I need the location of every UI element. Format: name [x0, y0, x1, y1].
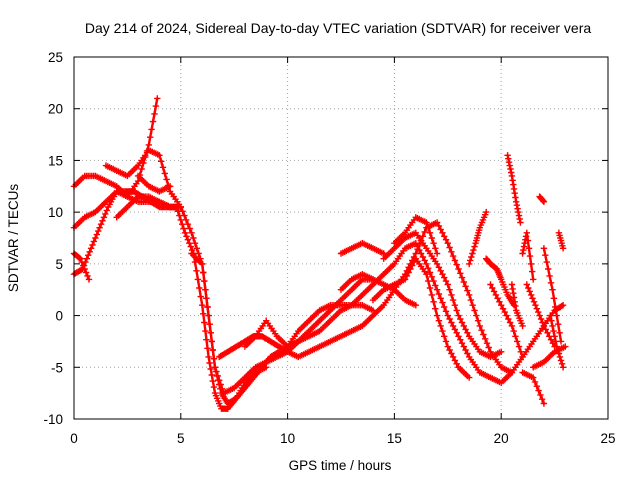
x-tick-label: 15 [387, 431, 402, 446]
series-markers [555, 229, 567, 252]
series-arc-6 [113, 193, 184, 221]
series-markers [102, 146, 184, 211]
series-arc-29 [555, 229, 567, 252]
series-arc-27 [540, 245, 565, 345]
y-tick-label: 5 [55, 257, 63, 272]
y-tick-label: 0 [55, 309, 63, 324]
series-markers [540, 245, 565, 345]
series-markers [519, 369, 548, 407]
series-arc-16 [391, 214, 441, 257]
series-markers [523, 281, 558, 350]
series-arc-19 [487, 281, 526, 361]
series-markers [508, 281, 526, 330]
x-tick-label: 25 [600, 431, 615, 446]
series-markers [466, 208, 490, 268]
series-markers [369, 255, 473, 381]
series-markers [483, 255, 518, 309]
series-markers [188, 250, 270, 397]
tick-labels: 0 5 10 15 20 25 25 20 15 10 5 0 -5 -10 [43, 50, 615, 446]
series-markers [391, 214, 441, 257]
series-markers [519, 229, 537, 283]
series-arc-20 [504, 152, 524, 226]
series-markers [487, 281, 526, 361]
x-tick-label: 5 [177, 431, 185, 446]
series-markers [263, 276, 377, 366]
series-arc-24 [523, 281, 558, 350]
y-tick-label: 10 [48, 205, 63, 220]
y-tick-label: -10 [43, 412, 63, 427]
series-arc-28 [547, 312, 567, 371]
series-arc-11 [263, 276, 377, 366]
series-arc-17 [466, 208, 490, 268]
series-markers [241, 302, 377, 350]
series-markers [380, 229, 505, 361]
series-arc-18 [483, 255, 518, 309]
y-tick-label: 15 [48, 153, 63, 168]
x-tick-label: 10 [280, 431, 295, 446]
y-tick-label: 25 [48, 50, 63, 65]
series-arc-14 [369, 255, 473, 381]
chart-title: Day 214 of 2024, Sidereal Day-to-day VTE… [85, 20, 591, 36]
x-axis-label: GPS time / hours [289, 458, 392, 473]
series-arc-21 [508, 281, 526, 330]
series-arc-25 [530, 343, 569, 371]
axis-ticks [73, 56, 609, 420]
series-arc-23 [519, 369, 548, 407]
series-arc-10 [241, 302, 377, 350]
series-markers [547, 312, 567, 371]
series-arc-7 [134, 172, 174, 195]
series-arc-22 [519, 229, 537, 283]
x-tick-label: 20 [494, 431, 509, 446]
series-arc-12 [337, 240, 387, 257]
series-arc-13 [337, 271, 419, 309]
series-markers [134, 172, 174, 195]
x-tick-label: 0 [70, 431, 78, 446]
y-axis-label: SDTVAR / TECUs [6, 184, 21, 293]
plot-frame [73, 56, 609, 420]
series-markers [337, 240, 387, 257]
series-arc-26 [536, 193, 548, 205]
series-markers [536, 193, 548, 205]
series-markers [113, 193, 184, 221]
y-tick-label: -5 [51, 360, 63, 375]
series-arc-8 [188, 250, 270, 397]
y-tick-label: 20 [48, 102, 63, 117]
series-arc-15 [380, 229, 505, 361]
series-markers [504, 152, 524, 226]
